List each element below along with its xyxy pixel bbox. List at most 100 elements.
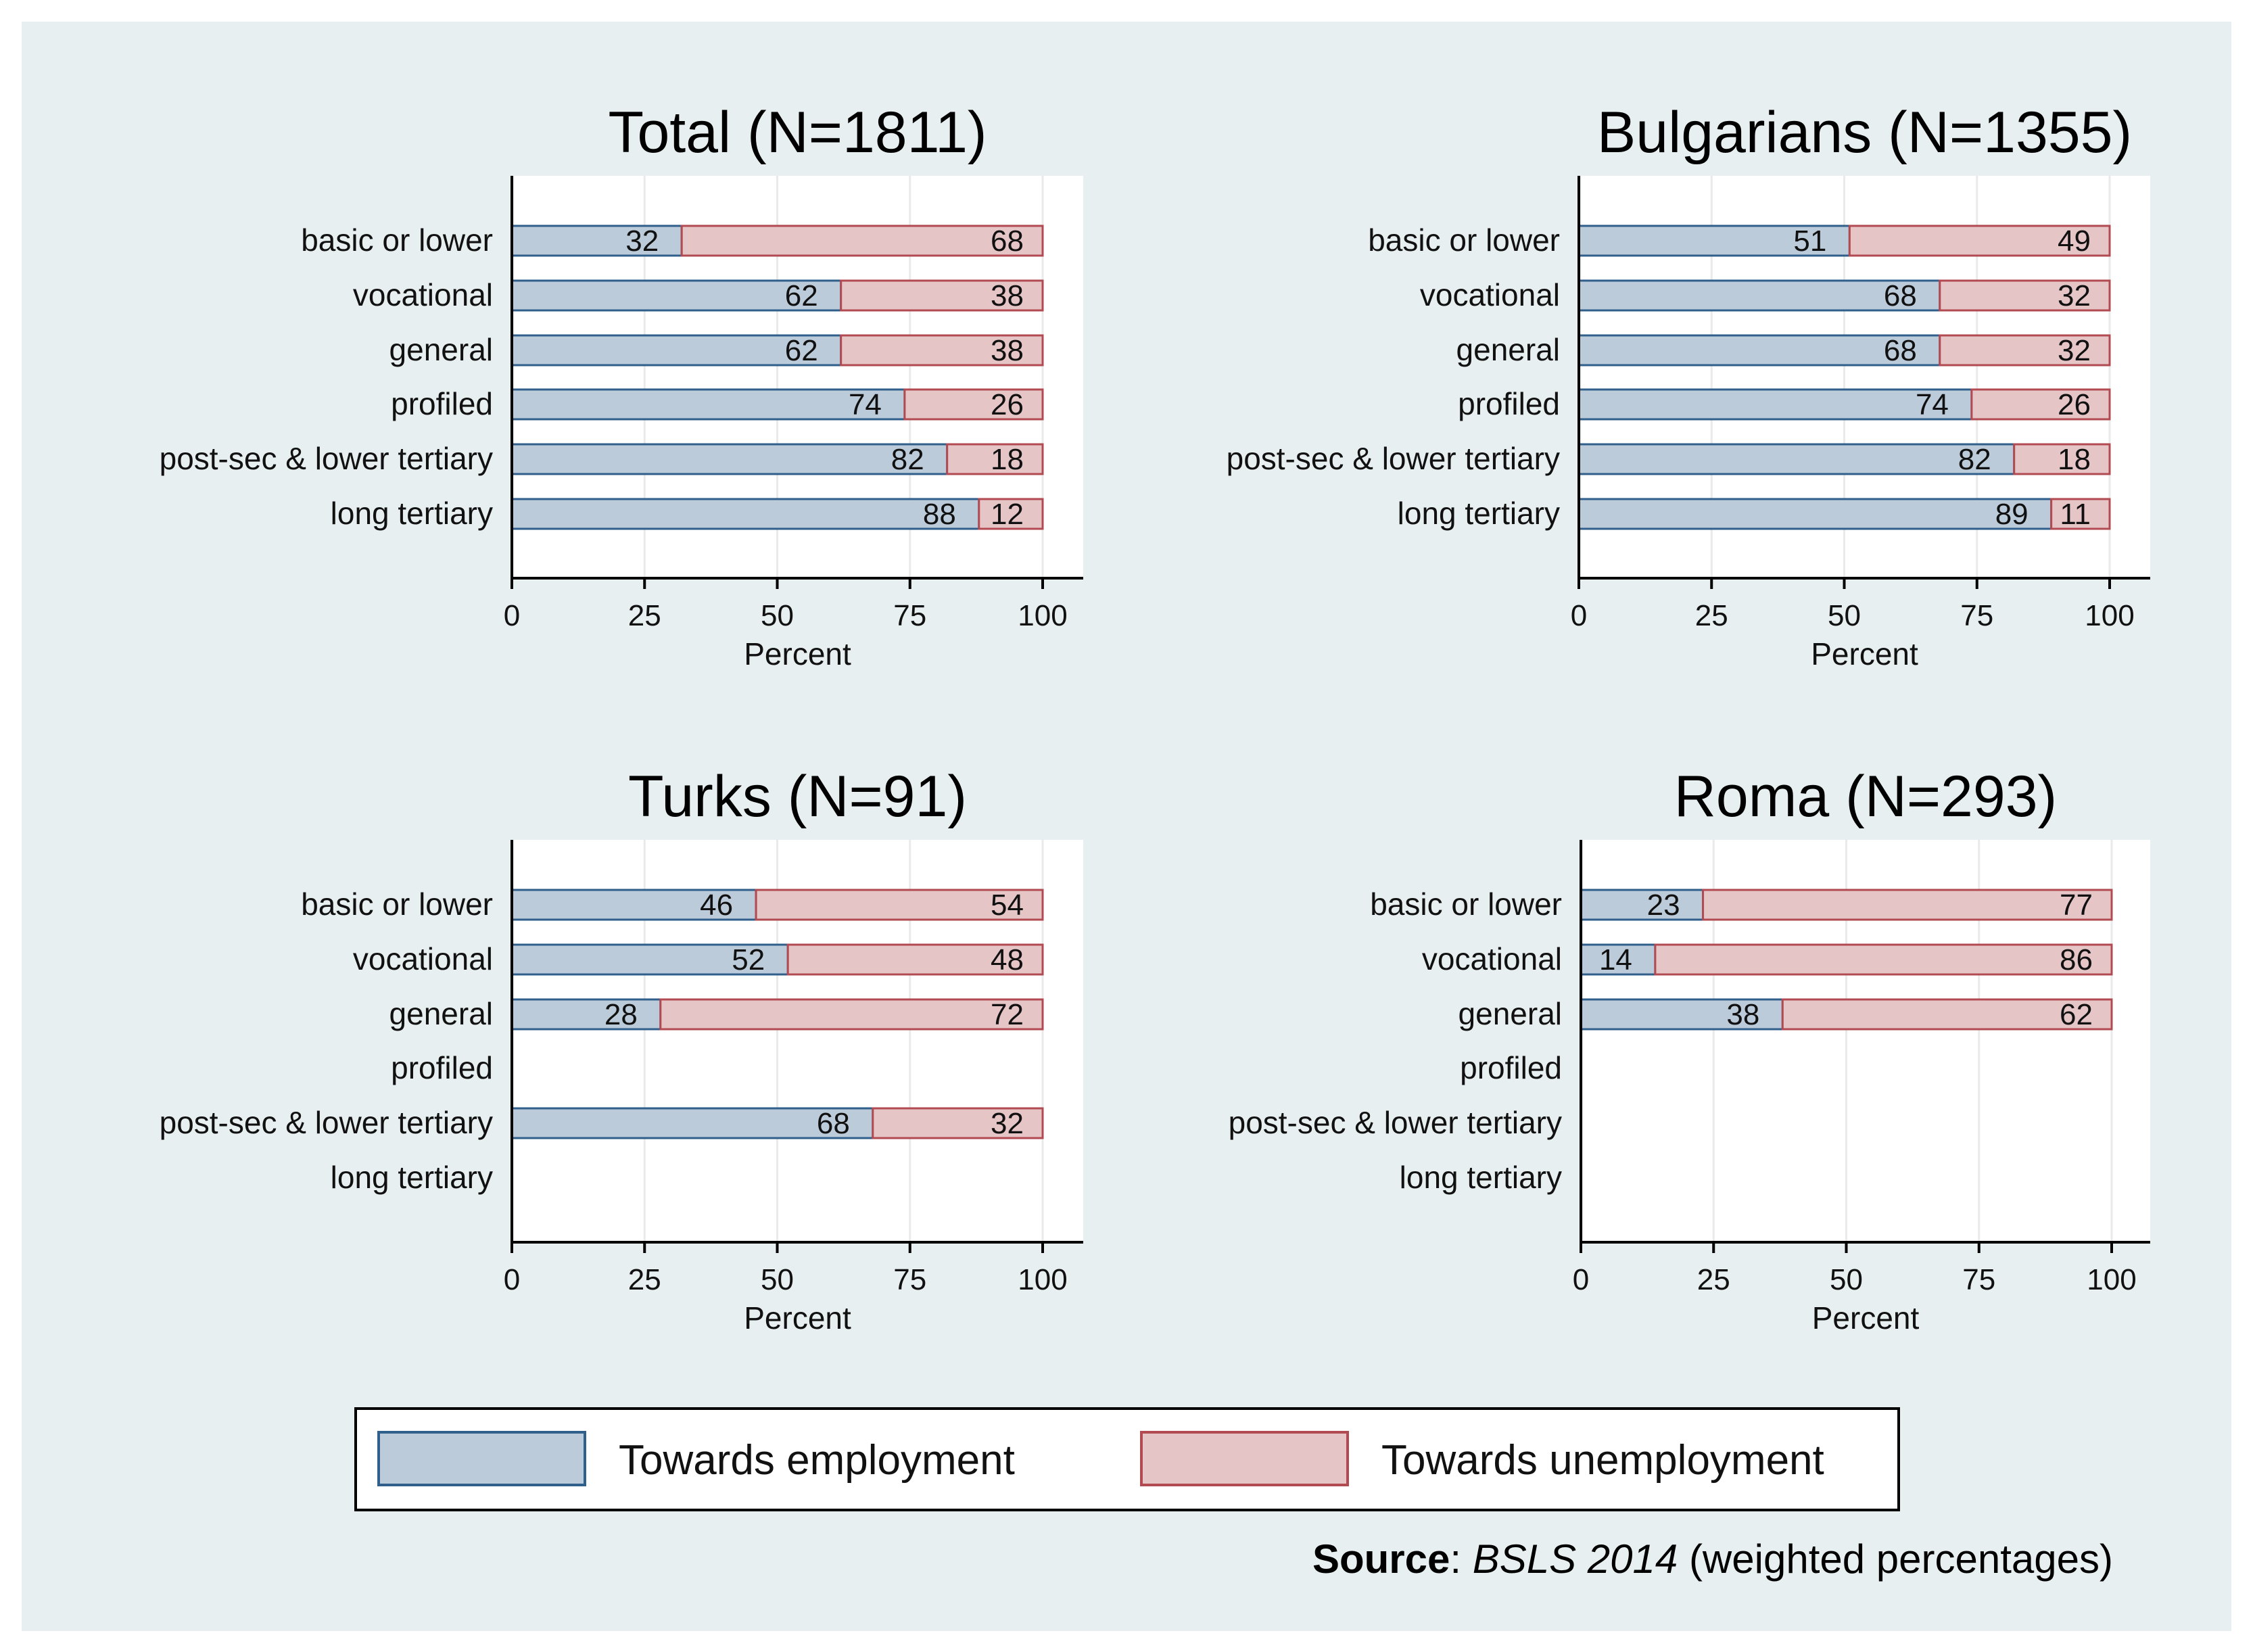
x-tick-label: 50 <box>1828 599 1861 632</box>
value-label-employment: 89 <box>1995 498 2029 531</box>
bar-unemployment <box>1654 943 2113 976</box>
x-tick-label: 25 <box>1697 1263 1730 1296</box>
legend-swatch-employment <box>377 1431 586 1486</box>
value-label-employment: 62 <box>785 334 818 367</box>
bar-employment <box>1578 443 2016 475</box>
category-label: vocational <box>1420 277 1560 312</box>
x-axis-title: Percent <box>744 1300 851 1336</box>
bar-unemployment <box>903 388 1044 421</box>
category-label: vocational <box>353 277 493 312</box>
bar-employment <box>1580 889 1705 921</box>
value-label-employment: 52 <box>732 943 765 976</box>
panel-title: Total (N=1811) <box>608 100 987 165</box>
x-tick-label: 0 <box>1571 599 1587 632</box>
category-label: basic or lower <box>301 887 493 922</box>
bar-unemployment <box>786 943 1044 976</box>
x-tick-label: 100 <box>1018 599 1067 632</box>
category-label: long tertiary <box>1398 496 1560 531</box>
panel-title: Bulgarians (N=1355) <box>1597 100 2132 165</box>
x-tick-label: 100 <box>2085 599 2134 632</box>
bar-employment <box>511 443 949 475</box>
category-label: vocational <box>1422 941 1562 976</box>
source-spacer-2 <box>1678 1536 1689 1582</box>
x-tick-label: 25 <box>628 1263 661 1296</box>
bar-employment <box>1578 279 1941 312</box>
category-label: post-sec & lower tertiary <box>1227 441 1560 476</box>
value-label-employment: 14 <box>1599 943 1632 976</box>
x-tick-label: 25 <box>628 599 661 632</box>
category-label: basic or lower <box>301 222 493 258</box>
bar-employment <box>511 1107 874 1139</box>
category-label: basic or lower <box>1370 887 1562 922</box>
x-tick-label: 75 <box>893 1263 926 1296</box>
value-label-unemployment: 68 <box>991 225 1024 258</box>
value-label-unemployment: 26 <box>991 388 1024 421</box>
value-label-unemployment: 48 <box>991 943 1024 976</box>
x-tick-label: 50 <box>1830 1263 1863 1296</box>
value-label-employment: 46 <box>700 889 733 922</box>
value-label-employment: 68 <box>817 1107 850 1140</box>
bar-unemployment <box>872 1107 1044 1139</box>
category-label: profiled <box>1458 386 1560 421</box>
bar-unemployment <box>755 889 1044 921</box>
bar-employment <box>511 334 843 367</box>
legend: Towards employment Towards unemployment <box>354 1407 1900 1511</box>
x-tick-label: 50 <box>761 599 794 632</box>
panel-title: Roma (N=293) <box>1674 764 2057 829</box>
x-tick-label: 25 <box>1695 599 1728 632</box>
bar-unemployment <box>680 225 1044 257</box>
panel-2: Turks (N=91) basic or lower vocational gene… <box>160 764 1083 1336</box>
source-label: Source <box>1312 1536 1450 1582</box>
bar-employment <box>511 388 906 421</box>
value-label-unemployment: 38 <box>991 334 1024 367</box>
bar-employment <box>1578 334 1941 367</box>
panel-1: Bulgarians (N=1355) basic or lower vocatio… <box>1227 100 2150 671</box>
value-label-employment: 68 <box>1884 279 1917 312</box>
category-label: general <box>389 332 493 367</box>
x-axis-title: Percent <box>744 636 851 671</box>
value-label-employment: 74 <box>849 388 882 421</box>
value-label-unemployment: 32 <box>991 1107 1024 1140</box>
value-label-employment: 82 <box>1958 443 1991 476</box>
value-label-unemployment: 77 <box>2060 889 2093 922</box>
category-label: profiled <box>391 1050 493 1085</box>
category-label: general <box>1456 332 1560 367</box>
x-tick-label: 75 <box>1962 1263 1995 1296</box>
value-label-employment: 62 <box>785 279 818 312</box>
value-label-employment: 82 <box>891 443 924 476</box>
bar-employment <box>1578 225 1851 257</box>
x-tick-label: 0 <box>1573 1263 1589 1296</box>
value-label-unemployment: 72 <box>991 998 1024 1031</box>
bar-employment <box>511 943 789 976</box>
value-label-unemployment: 18 <box>2058 443 2091 476</box>
category-label: general <box>389 996 493 1031</box>
bar-employment <box>1578 388 1973 421</box>
value-label-unemployment: 12 <box>991 498 1024 531</box>
panel-3: Roma (N=293) basic or lower vocational gene… <box>1229 764 2150 1336</box>
x-tick-label: 75 <box>1960 599 1993 632</box>
value-label-unemployment: 32 <box>2058 279 2091 312</box>
value-label-unemployment: 11 <box>2060 498 2091 531</box>
panel-0: Total (N=1811) basic or lower vocational ge… <box>160 100 1083 671</box>
value-label-employment: 23 <box>1647 889 1680 922</box>
x-tick-label: 50 <box>761 1263 794 1296</box>
value-label-employment: 32 <box>625 225 659 258</box>
value-label-employment: 74 <box>1916 388 1949 421</box>
bar-unemployment <box>946 443 1044 475</box>
x-tick-label: 100 <box>2087 1263 2136 1296</box>
value-label-unemployment: 26 <box>2058 388 2091 421</box>
bar-employment <box>1580 943 1657 976</box>
bar-unemployment <box>978 498 1044 530</box>
category-label: vocational <box>353 941 493 976</box>
value-label-unemployment: 32 <box>2058 334 2091 367</box>
category-label: long tertiary <box>331 1160 493 1195</box>
bar-unemployment <box>659 998 1044 1031</box>
bar-unemployment <box>1970 388 2111 421</box>
x-tick-label: 0 <box>504 599 520 632</box>
bar-unemployment <box>1848 225 2111 257</box>
category-label: post-sec & lower tertiary <box>1229 1105 1562 1140</box>
bar-employment <box>511 998 662 1031</box>
x-tick-label: 100 <box>1018 1263 1067 1296</box>
source-dataset: BSLS 2014 <box>1473 1536 1678 1582</box>
value-label-employment: 28 <box>604 998 638 1031</box>
